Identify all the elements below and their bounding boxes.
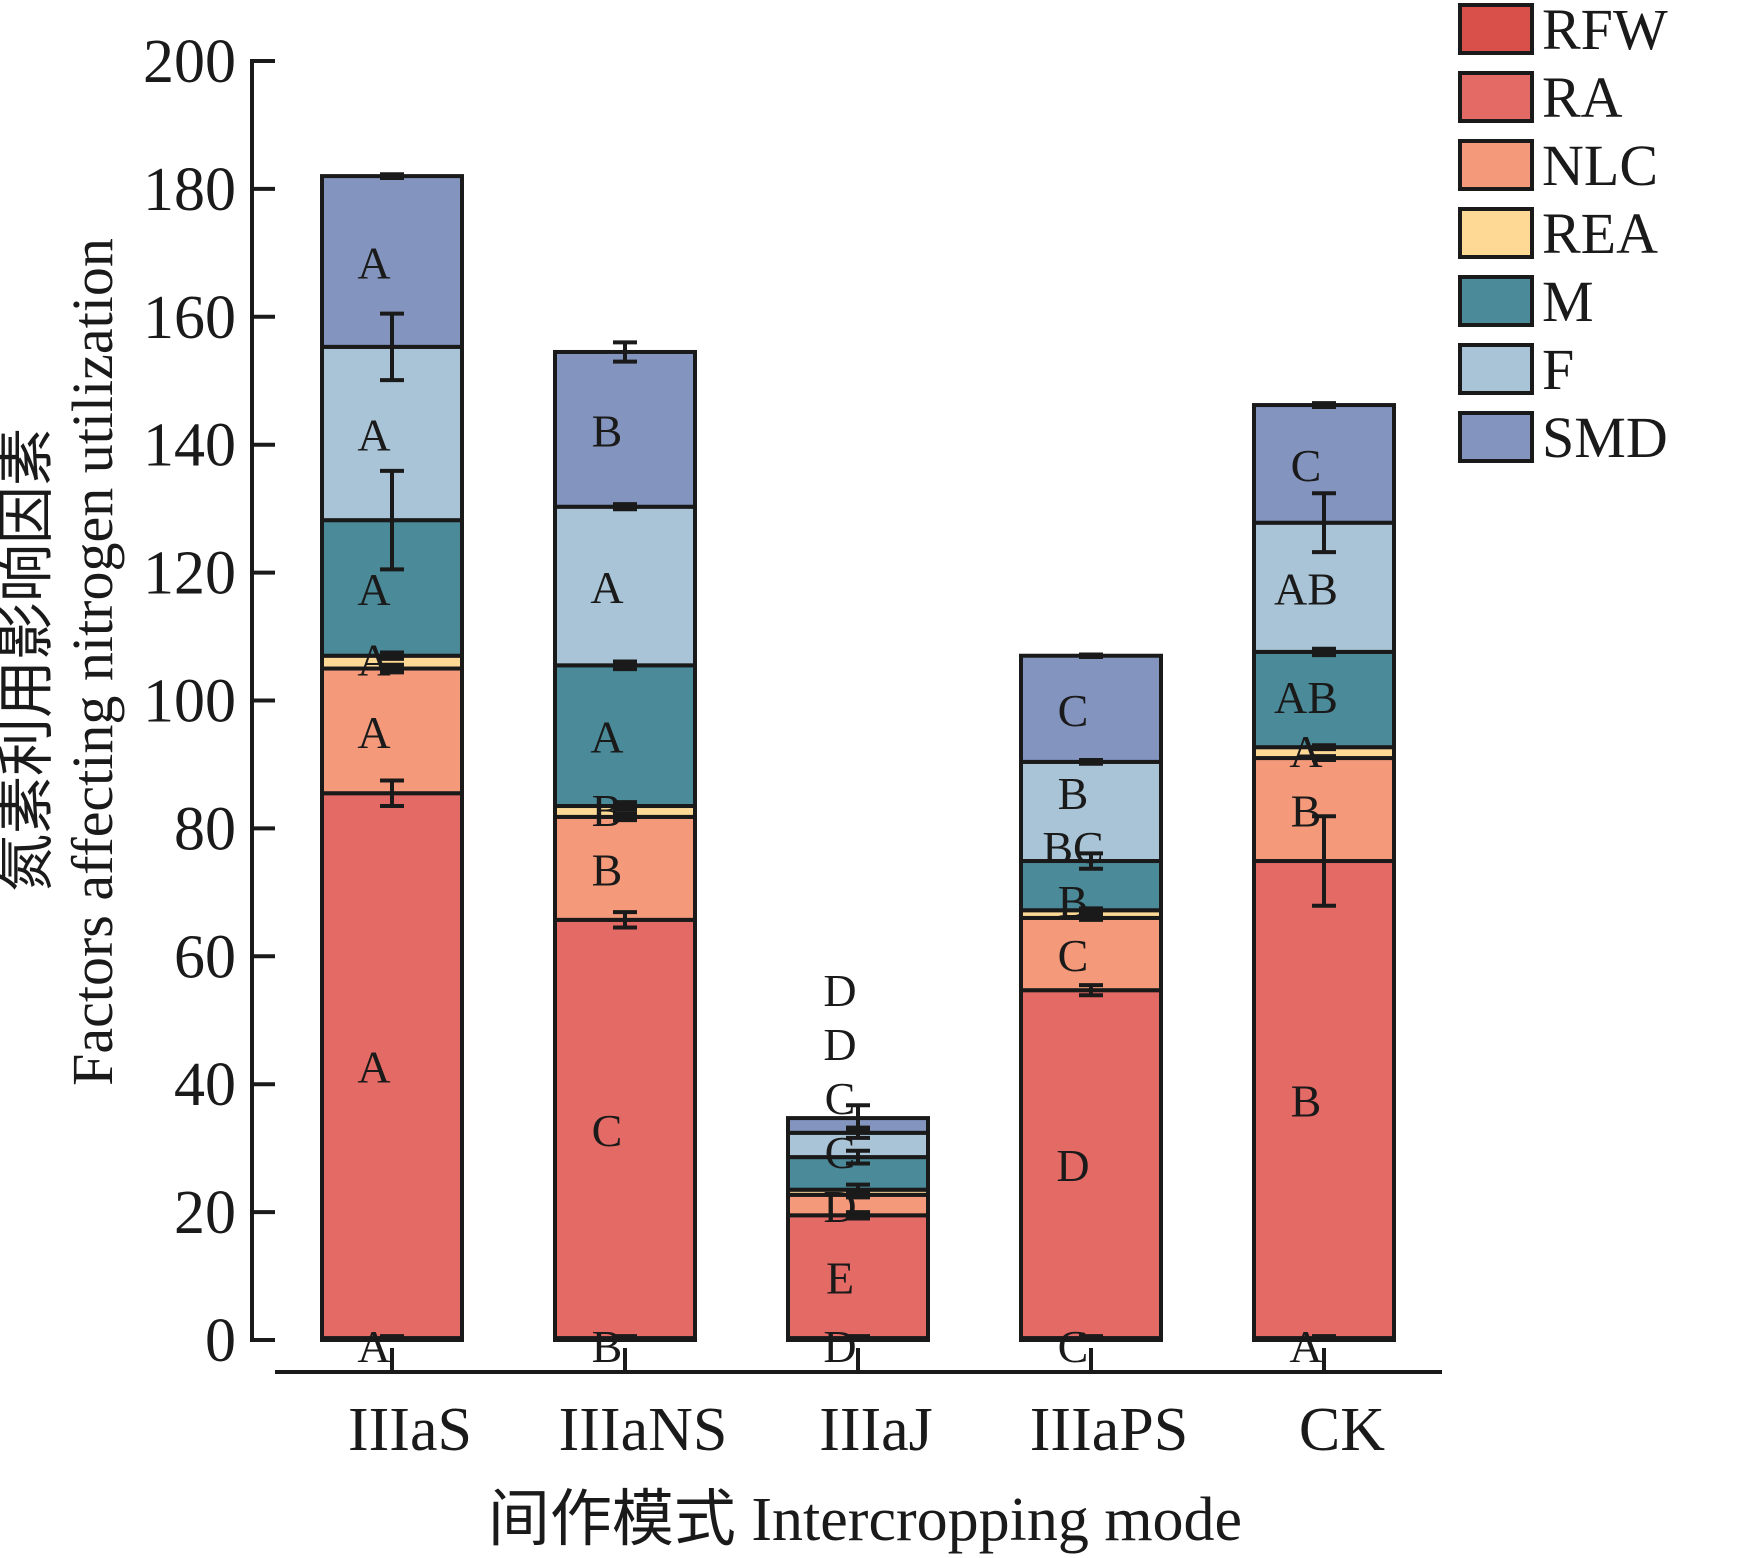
legend-swatch-RFW bbox=[1458, 3, 1534, 55]
bar-segment-RA-IIIaJ bbox=[786, 1213, 930, 1341]
significance-letter-NLC-CK: B bbox=[1291, 786, 1322, 837]
significance-letter-SMD-IIIaJ: D bbox=[823, 965, 856, 1016]
significance-letter-RFW-CK: A bbox=[1289, 1321, 1322, 1372]
y-tick-label-80: 80 bbox=[174, 795, 236, 863]
legend-label-REA: REA bbox=[1542, 201, 1658, 266]
bar-segment-M-IIIaNS bbox=[553, 663, 697, 809]
bar-segment-NLC-IIIaPS bbox=[1019, 915, 1163, 993]
significance-letter-M-CK: AB bbox=[1274, 672, 1338, 723]
significance-letter-REA-CK: A bbox=[1289, 726, 1322, 777]
y-tick-label-20: 20 bbox=[174, 1179, 236, 1247]
significance-letter-M-IIIaPS: BC bbox=[1042, 822, 1103, 873]
y-tick-label-60: 60 bbox=[174, 923, 236, 991]
significance-letter-M-IIIaJ: C bbox=[825, 1073, 856, 1124]
significance-letter-RA-IIIaNS: C bbox=[592, 1105, 623, 1156]
legend-swatch-RA bbox=[1458, 71, 1534, 123]
significance-letter-NLC-IIIaS: A bbox=[357, 707, 390, 758]
significance-letter-REA-IIIaNS: B bbox=[592, 785, 623, 836]
y-axis-label-cn: 氮素利用影响因素 bbox=[0, 428, 59, 892]
legend-swatch-REA bbox=[1458, 207, 1534, 259]
x-axis-label: 间作模式 Intercropping mode bbox=[488, 1486, 1242, 1554]
legend-label-NLC: NLC bbox=[1542, 133, 1658, 198]
y-tick-label-140: 140 bbox=[143, 412, 236, 480]
bar-segment-RA-IIIaNS bbox=[553, 917, 697, 1341]
significance-letter-RA-IIIaJ: E bbox=[826, 1253, 854, 1304]
legend-label-RFW: RFW bbox=[1542, 0, 1668, 62]
significance-letter-M-IIIaNS: A bbox=[590, 712, 623, 763]
legend-swatch-SMD bbox=[1458, 411, 1534, 463]
significance-letter-REA-IIIaPS: B bbox=[1058, 876, 1089, 927]
y-tick-label-200: 200 bbox=[143, 28, 236, 96]
x-tick-label-IIIaJ: IIIaJ bbox=[819, 1396, 933, 1464]
significance-letter-RA-IIIaPS: D bbox=[1056, 1140, 1089, 1191]
significance-letter-RFW-IIIaNS: B bbox=[592, 1321, 623, 1372]
significance-letter-SMD-IIIaPS: C bbox=[1058, 685, 1089, 736]
y-tick-label-160: 160 bbox=[143, 284, 236, 352]
significance-letter-RFW-IIIaS: A bbox=[357, 1321, 390, 1372]
y-axis-label: Factors affecting nitrogen utilization bbox=[60, 238, 125, 1086]
significance-letter-M-IIIaS: A bbox=[357, 564, 390, 615]
x-tick-label-CK: CK bbox=[1299, 1396, 1385, 1464]
significance-letter-RFW-IIIaJ: D bbox=[823, 1321, 856, 1372]
y-tick-label-180: 180 bbox=[143, 156, 236, 224]
legend-label-RA: RA bbox=[1542, 65, 1623, 130]
bar-segment-SMD-IIIaNS bbox=[553, 349, 697, 509]
legend-label-SMD: SMD bbox=[1542, 405, 1668, 470]
bar-segment-M-CK bbox=[1252, 649, 1396, 750]
bar-segment-NLC-IIIaS bbox=[320, 666, 464, 796]
significance-letter-NLC-IIIaJ: D bbox=[823, 1181, 856, 1232]
x-tick-label-IIIaPS: IIIaPS bbox=[1030, 1396, 1188, 1464]
significance-letter-NLC-IIIaPS: C bbox=[1058, 930, 1089, 981]
significance-letter-REA-IIIaJ: C bbox=[825, 1127, 856, 1178]
legend-swatch-F bbox=[1458, 343, 1534, 395]
legend-swatch-M bbox=[1458, 275, 1534, 327]
y-tick-label-100: 100 bbox=[143, 668, 236, 736]
bar-segment-NLC-IIIaNS bbox=[553, 814, 697, 922]
significance-letter-RFW-IIIaPS: C bbox=[1058, 1321, 1089, 1372]
significance-letter-SMD-IIIaS: A bbox=[357, 237, 390, 288]
x-tick-label-IIIaS: IIIaS bbox=[348, 1396, 472, 1464]
significance-letter-F-IIIaJ: D bbox=[823, 1019, 856, 1070]
bar-segment-RA-CK bbox=[1252, 859, 1396, 1341]
legend-label-F: F bbox=[1542, 337, 1574, 402]
significance-letter-F-IIIaPS: B bbox=[1058, 768, 1089, 819]
significance-letter-RA-CK: B bbox=[1291, 1076, 1322, 1127]
axes-layer: IIIaS IIIaNS IIIaJ IIIaPS CK 0 20 40 60 80 100 120 1… bbox=[143, 28, 1442, 1464]
significance-letter-SMD-CK: C bbox=[1291, 440, 1322, 491]
y-tick-label-40: 40 bbox=[174, 1051, 236, 1119]
legend-label-M: M bbox=[1542, 269, 1594, 334]
bar-segment-RA-IIIaS bbox=[320, 791, 464, 1341]
y-tick-label-120: 120 bbox=[143, 540, 236, 608]
bar-segment-F-IIIaNS bbox=[553, 504, 697, 668]
significance-letter-F-IIIaS: A bbox=[357, 410, 390, 461]
bars-layer bbox=[320, 172, 1396, 1343]
significance-letter-NLC-IIIaNS: B bbox=[592, 844, 623, 895]
bar-segment-RA-IIIaPS bbox=[1019, 988, 1163, 1341]
legend-swatch-NLC bbox=[1458, 139, 1534, 191]
bar-segment-SMD-IIIaPS bbox=[1019, 653, 1163, 764]
x-tick-label-IIIaNS: IIIaNS bbox=[559, 1396, 728, 1464]
significance-letter-REA-IIIaS: A bbox=[357, 635, 390, 686]
significance-letter-SMD-IIIaNS: B bbox=[592, 405, 623, 456]
significance-letter-RA-IIIaS: A bbox=[357, 1042, 390, 1093]
significance-letter-F-CK: AB bbox=[1274, 563, 1338, 614]
significance-letter-F-IIIaNS: A bbox=[590, 562, 623, 613]
y-tick-label-0: 0 bbox=[205, 1307, 236, 1375]
